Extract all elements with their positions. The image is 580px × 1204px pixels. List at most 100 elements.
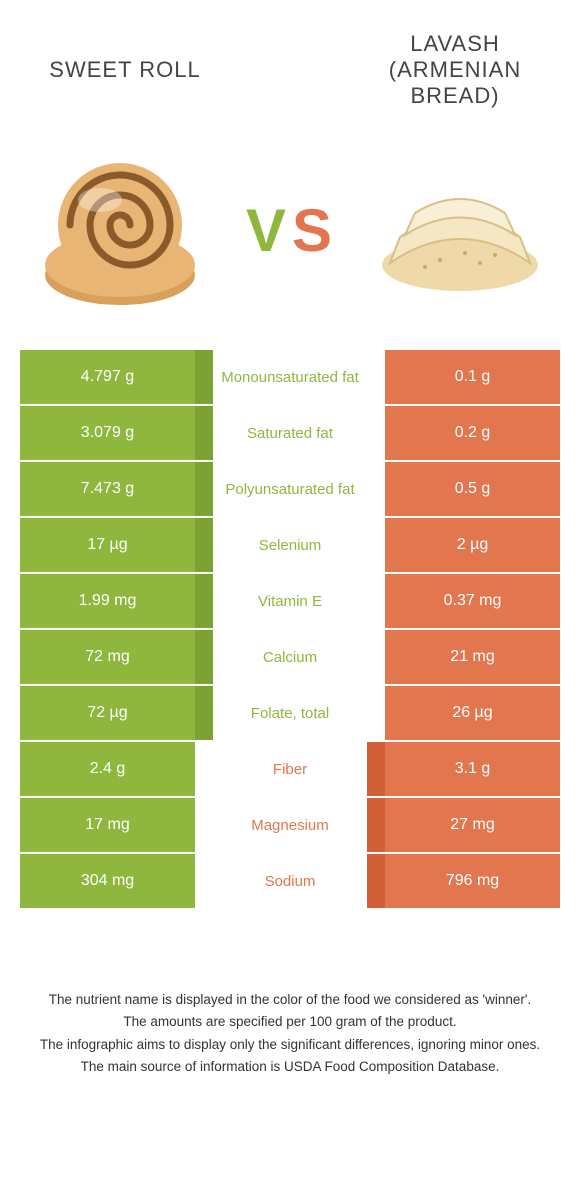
table-row: 1.99 mg Vitamin E 0.37 mg [20,574,560,630]
nutrient-label: Selenium [259,537,322,554]
winner-edge-right [367,798,385,852]
table-row: 17 mg Magnesium 27 mg [20,798,560,854]
left-value: 17 mg [85,816,129,834]
right-value-cell: 26 µg [385,686,560,740]
table-row: 17 µg Selenium 2 µg [20,518,560,574]
nutrient-label-cell: Vitamin E [195,574,385,628]
nutrient-label: Magnesium [251,817,329,834]
right-value: 0.37 mg [444,592,502,610]
left-value: 2.4 g [90,760,126,778]
left-value: 72 mg [85,648,129,666]
right-food-image [360,140,560,320]
images-row: V S [20,130,560,330]
vs-label: V S [246,196,334,265]
right-value: 0.5 g [455,480,491,498]
right-value: 26 µg [452,704,492,722]
right-title-line1: LAVASH [410,31,500,56]
right-value-cell: 2 µg [385,518,560,572]
right-value-cell: 0.37 mg [385,574,560,628]
right-value: 3.1 g [455,760,491,778]
left-value: 7.473 g [81,480,134,498]
left-value-cell: 4.797 g [20,350,195,404]
winner-edge-left [195,686,213,740]
right-title-line2: (ARMENIAN [389,57,521,82]
right-value-cell: 0.5 g [385,462,560,516]
nutrient-label-cell: Sodium [195,854,385,908]
nutrient-label: Saturated fat [247,425,333,442]
winner-edge-right [367,854,385,908]
footer-line: The nutrient name is displayed in the co… [30,990,550,1010]
vs-s: S [292,196,334,265]
nutrient-label-cell: Polyunsaturated fat [195,462,385,516]
table-row: 4.797 g Monounsaturated fat 0.1 g [20,350,560,406]
sweet-roll-icon [30,150,210,310]
winner-edge-right [367,742,385,796]
right-value: 27 mg [450,816,494,834]
table-row: 304 mg Sodium 796 mg [20,854,560,910]
left-value: 4.797 g [81,368,134,386]
vs-v: V [246,196,288,265]
right-title: LAVASH (ARMENIAN BREAD) [350,31,560,109]
nutrient-label: Polyunsaturated fat [225,481,354,498]
nutrient-label: Vitamin E [258,593,322,610]
nutrient-label-cell: Monounsaturated fat [195,350,385,404]
winner-edge-left [195,350,213,404]
nutrient-label: Fiber [273,761,307,778]
left-value: 72 µg [87,704,127,722]
left-value-cell: 2.4 g [20,742,195,796]
left-value-cell: 72 mg [20,630,195,684]
nutrient-label: Monounsaturated fat [221,369,359,386]
left-value-cell: 7.473 g [20,462,195,516]
left-value-cell: 3.079 g [20,406,195,460]
nutrient-label-cell: Saturated fat [195,406,385,460]
right-value: 2 µg [457,536,488,554]
footer-line: The amounts are specified per 100 gram o… [30,1012,550,1032]
right-value-cell: 21 mg [385,630,560,684]
nutrient-label-cell: Fiber [195,742,385,796]
left-value-cell: 1.99 mg [20,574,195,628]
right-value-cell: 3.1 g [385,742,560,796]
footer-notes: The nutrient name is displayed in the co… [20,990,560,1077]
winner-edge-left [195,574,213,628]
titles-row: SWEET ROLL LAVASH (ARMENIAN BREAD) [20,0,560,120]
table-row: 72 mg Calcium 21 mg [20,630,560,686]
right-value: 0.1 g [455,368,491,386]
nutrient-label: Folate, total [251,705,329,722]
left-food-image [20,140,220,320]
right-value-cell: 0.2 g [385,406,560,460]
left-value: 3.079 g [81,424,134,442]
nutrient-label: Sodium [265,873,316,890]
table-row: 72 µg Folate, total 26 µg [20,686,560,742]
right-value: 0.2 g [455,424,491,442]
left-value: 1.99 mg [79,592,137,610]
left-value-cell: 17 µg [20,518,195,572]
left-value-cell: 72 µg [20,686,195,740]
right-value: 796 mg [446,872,499,890]
nutrient-label: Calcium [263,649,317,666]
right-title-line3: BREAD) [410,83,499,108]
left-value-cell: 17 mg [20,798,195,852]
winner-edge-left [195,630,213,684]
right-value-cell: 796 mg [385,854,560,908]
right-value: 21 mg [450,648,494,666]
nutrient-label-cell: Folate, total [195,686,385,740]
left-title: SWEET ROLL [20,57,230,83]
table-row: 7.473 g Polyunsaturated fat 0.5 g [20,462,560,518]
right-value-cell: 0.1 g [385,350,560,404]
footer-line: The main source of information is USDA F… [30,1057,550,1077]
comparison-table: 4.797 g Monounsaturated fat 0.1 g 3.079 g Sa… [20,350,560,910]
left-value-cell: 304 mg [20,854,195,908]
right-value-cell: 27 mg [385,798,560,852]
footer-line: The infographic aims to display only the… [30,1035,550,1055]
nutrient-label-cell: Magnesium [195,798,385,852]
winner-edge-left [195,406,213,460]
winner-edge-left [195,462,213,516]
table-row: 3.079 g Saturated fat 0.2 g [20,406,560,462]
lavash-icon [370,155,550,305]
nutrient-label-cell: Calcium [195,630,385,684]
table-row: 2.4 g Fiber 3.1 g [20,742,560,798]
winner-edge-left [195,518,213,572]
left-value: 304 mg [81,872,134,890]
nutrient-label-cell: Selenium [195,518,385,572]
left-value: 17 µg [87,536,127,554]
